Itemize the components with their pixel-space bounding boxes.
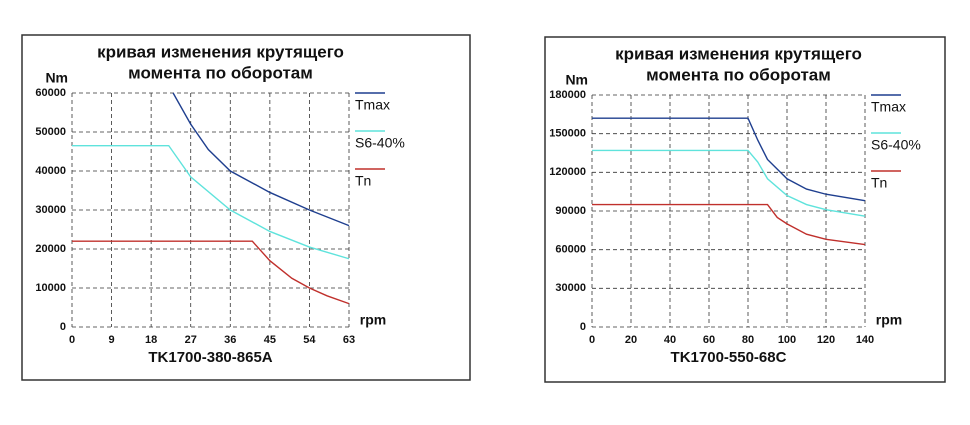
data-line — [72, 240, 350, 305]
y-tick-label: 0 — [60, 321, 66, 333]
legend-label: Tn — [871, 175, 887, 191]
y-tick-label: 10000 — [35, 282, 66, 294]
x-tick-label: 45 — [264, 334, 276, 346]
y-axis-label: Nm — [565, 72, 588, 88]
legend-label: Tmax — [355, 97, 390, 113]
x-tick-label: 54 — [303, 334, 316, 346]
data-line — [592, 149, 866, 217]
x-tick-label: 0 — [69, 334, 75, 346]
chart-title: момента по оборотам — [646, 65, 831, 84]
y-tick-label: 120000 — [549, 166, 586, 178]
y-tick-label: 40000 — [35, 165, 66, 177]
y-tick-label: 30000 — [35, 204, 66, 216]
legend-label: S6-40% — [355, 135, 405, 151]
x-tick-label: 80 — [742, 334, 754, 346]
x-tick-label: 60 — [703, 334, 715, 346]
y-tick-label: 20000 — [35, 243, 66, 255]
chart-frame — [21, 34, 471, 381]
legend-label: Tn — [355, 173, 371, 189]
y-tick-label: 60000 — [35, 87, 66, 99]
y-tick-label: 50000 — [35, 126, 66, 138]
x-axis-label: rpm — [876, 312, 902, 328]
y-tick-label: 90000 — [555, 205, 586, 217]
data-line — [592, 117, 866, 202]
data-line — [72, 144, 350, 260]
x-tick-label: 63 — [343, 334, 355, 346]
chart-title: кривая изменения крутящего — [97, 42, 344, 61]
x-tick-label: 36 — [224, 334, 236, 346]
x-tick-label: 20 — [625, 334, 637, 346]
x-tick-label: 100 — [778, 334, 796, 346]
legend-label: S6-40% — [871, 137, 921, 153]
y-axis-label: Nm — [45, 70, 68, 86]
y-tick-label: 0 — [580, 321, 586, 333]
x-tick-label: 0 — [589, 334, 595, 346]
y-tick-label: 60000 — [555, 244, 586, 256]
caption: TK1700-550-68C — [671, 349, 787, 366]
x-tick-label: 120 — [817, 334, 835, 346]
caption: TK1700-380-865A — [148, 349, 272, 366]
x-tick-label: 27 — [185, 334, 197, 346]
legend-label: Tmax — [871, 99, 906, 115]
x-tick-label: 9 — [109, 334, 115, 346]
y-tick-label: 180000 — [549, 89, 586, 101]
x-axis-label: rpm — [360, 312, 386, 328]
x-tick-label: 140 — [856, 334, 874, 346]
chart-title: кривая изменения крутящего — [615, 44, 862, 63]
x-tick-label: 40 — [664, 334, 676, 346]
y-tick-label: 30000 — [555, 282, 586, 294]
y-tick-label: 150000 — [549, 128, 586, 140]
chart-title: момента по оборотам — [128, 63, 313, 82]
x-tick-label: 18 — [145, 334, 157, 346]
chart-frame — [544, 36, 946, 383]
data-line — [172, 92, 350, 227]
data-line — [592, 203, 866, 246]
